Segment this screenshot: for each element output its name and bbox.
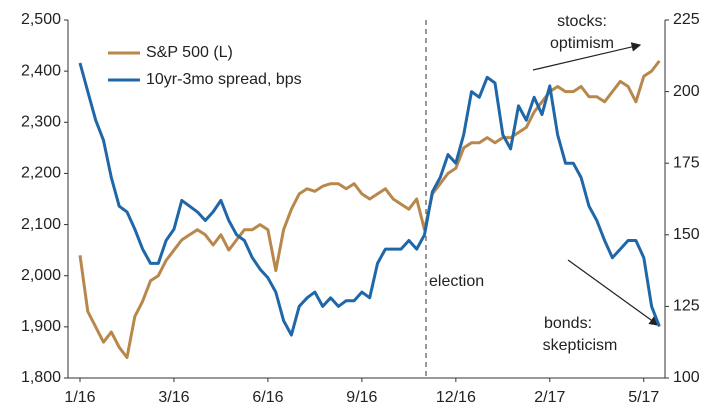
y-tick-label: 2,100	[21, 216, 61, 233]
x-tick-label: 2/17	[534, 389, 565, 406]
x-tick-label: 12/16	[436, 389, 476, 406]
annotation: skepticism	[543, 337, 618, 354]
y-tick-label: 2,200	[21, 165, 61, 182]
arrow-up	[532, 42, 642, 71]
x-tick-label: 6/16	[252, 389, 283, 406]
series-line	[78, 62, 661, 337]
y-tick-label: 2,500	[21, 11, 61, 28]
annotation: optimism	[550, 35, 614, 52]
series-line	[78, 59, 661, 359]
annotation: election	[429, 273, 484, 290]
y-tick-label: 1,900	[21, 318, 61, 335]
y-tick-label: 2,000	[21, 267, 61, 284]
x-tick-label: 9/16	[346, 389, 377, 406]
annotation: bonds:	[544, 315, 592, 332]
y2-tick-label: 100	[673, 369, 700, 386]
y2-tick-label: 125	[673, 298, 700, 315]
y-tick-label: 2,400	[21, 62, 61, 79]
legend-label: 10yr-3mo spread, bps	[146, 71, 302, 88]
arrow-down	[567, 259, 659, 326]
y2-tick-label: 175	[673, 154, 700, 171]
y2-tick-label: 150	[673, 226, 700, 243]
x-tick-label: 5/17	[628, 389, 659, 406]
annotation: stocks:	[557, 13, 607, 30]
y-tick-label: 2,300	[21, 114, 61, 131]
y-tick-label: 1,800	[21, 369, 61, 386]
x-tick-label: 3/16	[158, 389, 189, 406]
x-tick-label: 1/16	[64, 389, 95, 406]
y2-tick-label: 225	[673, 11, 700, 28]
y2-tick-label: 200	[673, 83, 700, 100]
legend-label: S&P 500 (L)	[146, 44, 233, 61]
